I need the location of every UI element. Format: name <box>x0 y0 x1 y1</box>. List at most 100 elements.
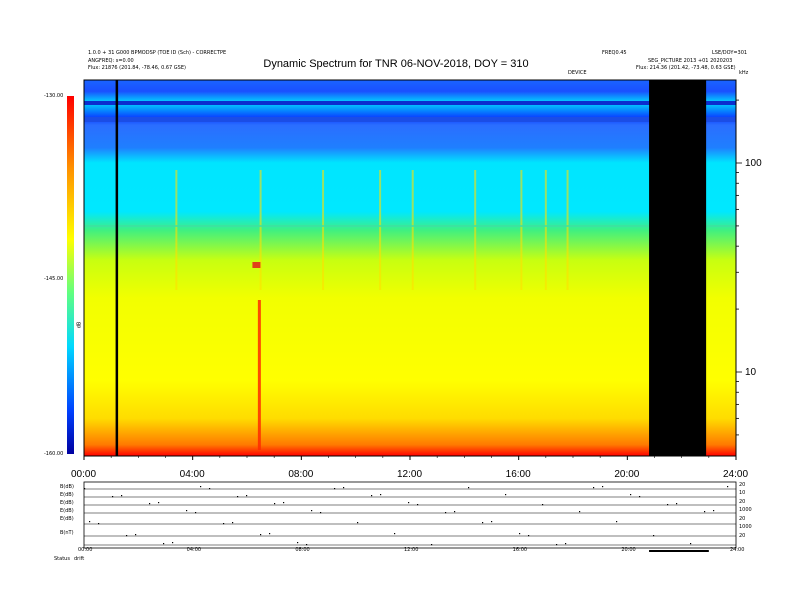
trace-point <box>172 542 174 544</box>
trace-point <box>334 488 336 490</box>
trace-point <box>616 521 618 523</box>
trace-point <box>260 534 262 536</box>
trace-point <box>209 488 211 490</box>
x-tick-label: 16:00 <box>505 469 531 480</box>
status-segment <box>649 550 709 552</box>
bottom-right-label: 20 <box>739 499 746 505</box>
trace-point <box>676 503 678 505</box>
trace-point <box>468 487 470 489</box>
trace-point <box>505 494 507 496</box>
header-right-id: FREQ0.45 <box>602 50 627 56</box>
header-right-block1: LSE/DOY=301 <box>712 50 748 56</box>
trace-point <box>445 512 447 514</box>
emission-streak <box>259 170 262 290</box>
colorbar-tick-mid: -145.00 <box>44 276 64 282</box>
trace-point <box>283 502 285 504</box>
trace-point <box>690 543 692 545</box>
emission-streak <box>175 170 178 290</box>
emission-streak <box>474 170 477 290</box>
trace-point <box>320 512 322 514</box>
bottom-right-label: 20 <box>739 516 746 522</box>
trace-point <box>84 488 86 490</box>
bottom-x-tick-label: 04:00 <box>186 547 202 553</box>
trace-point <box>297 542 299 544</box>
trace-point <box>274 503 276 505</box>
trace-point <box>519 533 521 535</box>
emission-streak <box>379 170 382 290</box>
bottom-right-label: 10 <box>739 490 746 496</box>
header-left-flux: Flux: 21876 (201.84, -78.46, 0.67 GSE) <box>88 65 186 71</box>
x-tick-label: 12:00 <box>397 469 423 480</box>
trace-point <box>186 510 188 512</box>
trace-point <box>579 511 581 513</box>
header-right-flux: Flux: 214.36 (201.42, -73.48, 0.63 GSE) <box>636 65 736 71</box>
bottom-left-label: E(dB) <box>60 492 74 498</box>
bottom-right-label: 20 <box>739 533 746 539</box>
emission-streak <box>411 170 414 290</box>
bottom-panel-frame <box>83 481 737 549</box>
trace-point <box>89 521 91 523</box>
emission-streak <box>520 170 523 290</box>
trace-point <box>112 496 114 498</box>
x-tick-label: 08:00 <box>288 469 314 480</box>
colorbar-tick-bottom: -160.00 <box>44 451 64 457</box>
bottom-right-label: 20 <box>739 482 746 488</box>
data-gap <box>649 80 707 456</box>
trace-point <box>602 486 604 488</box>
x-tick-label: 04:00 <box>179 469 205 480</box>
bottom-left-label: B(nT) <box>60 530 74 536</box>
bottom-left-label: E(dB) <box>60 508 74 514</box>
burst-streak <box>257 300 261 450</box>
trace-point <box>491 521 493 523</box>
spectrogram-plot <box>83 79 737 457</box>
bottom-right-label: 1000 <box>739 524 752 530</box>
trace-point <box>135 534 137 536</box>
transition-line <box>84 225 736 227</box>
trace-point <box>556 544 558 546</box>
trace-point <box>121 495 123 497</box>
spectrogram-background <box>84 80 736 456</box>
bottom-left-label: E(dB) <box>60 500 74 506</box>
emission-streak <box>544 170 547 290</box>
trace-point <box>713 510 715 512</box>
status-value: drift <box>74 556 85 562</box>
colorbar-unit: dB <box>76 321 83 329</box>
trace-point <box>593 487 595 489</box>
colorbar <box>67 96 74 454</box>
bottom-left-label: B(dB) <box>60 484 74 490</box>
bottom-x-tick-label: 16:00 <box>512 547 528 553</box>
status-label: Status <box>54 556 70 562</box>
bottom-right-label: 1000 <box>739 507 752 513</box>
header-small-label: DEVICE <box>568 70 587 76</box>
trace-point <box>417 504 419 506</box>
trace-point <box>311 510 313 512</box>
bottom-x-tick-label: 00:00 <box>78 547 93 553</box>
trace-point <box>232 522 234 524</box>
trace-point <box>343 487 345 489</box>
x-tick-label: 00:00 <box>71 469 97 480</box>
corner-unit-label: kHz <box>739 70 749 76</box>
vertical-marker-line <box>115 80 119 456</box>
trace-point <box>269 533 271 535</box>
trace-point <box>380 494 382 496</box>
y-tick-label-100: 100 <box>745 158 762 169</box>
top-band-stripe <box>84 101 736 105</box>
trace-point <box>431 544 433 546</box>
trace-point <box>371 495 373 497</box>
trace-point <box>223 523 225 525</box>
x-tick-label: 24:00 <box>723 469 749 480</box>
trace-point <box>306 544 308 546</box>
trace-point <box>408 502 410 504</box>
trace-point <box>158 502 160 504</box>
x-tick-label: 20:00 <box>614 469 640 480</box>
trace-point <box>237 496 239 498</box>
bottom-x-tick-label: 12:00 <box>404 547 419 553</box>
trace-point <box>704 511 706 513</box>
bottom-x-tick-label: 24:00 <box>730 547 745 553</box>
trace-point <box>667 504 669 506</box>
header-right-block2: SEG_PICTURE 2013 +01 2020203 <box>648 58 733 64</box>
trace-point <box>630 494 632 496</box>
trace-point <box>246 495 248 497</box>
trace-point <box>565 543 567 545</box>
